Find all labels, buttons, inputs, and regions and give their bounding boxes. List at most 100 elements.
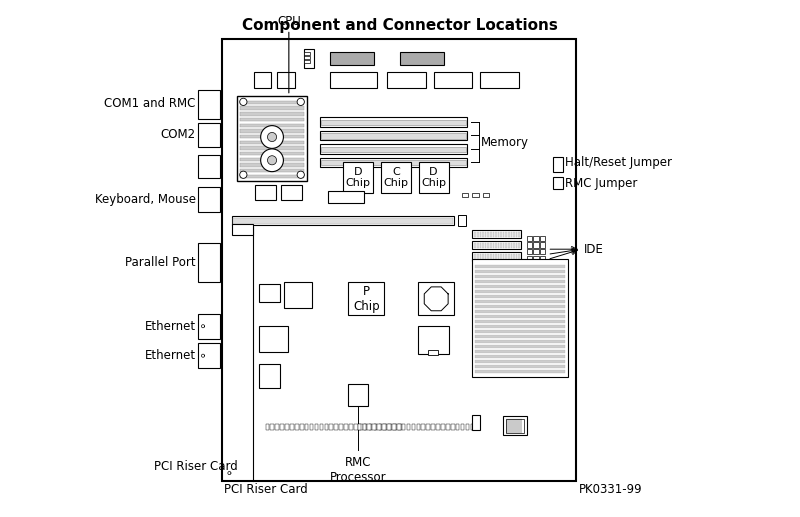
Text: Component and Connector Locations: Component and Connector Locations xyxy=(242,18,558,33)
Bar xyxy=(304,60,310,63)
Bar xyxy=(343,162,373,193)
Bar xyxy=(305,424,309,430)
Bar xyxy=(490,254,491,260)
Bar xyxy=(320,424,323,430)
Bar xyxy=(456,424,459,430)
Bar xyxy=(441,424,445,430)
Bar xyxy=(320,131,467,140)
Bar xyxy=(436,424,440,430)
Bar xyxy=(348,384,368,406)
Text: PCI Riser Card: PCI Riser Card xyxy=(224,483,307,496)
Bar xyxy=(198,123,220,147)
Bar xyxy=(475,320,566,323)
Text: Ethernet: Ethernet xyxy=(145,349,196,362)
Text: PK0331-99: PK0331-99 xyxy=(579,483,643,496)
Circle shape xyxy=(297,98,304,105)
Bar xyxy=(240,158,304,161)
Bar xyxy=(493,232,494,237)
Bar xyxy=(510,232,512,237)
Bar xyxy=(506,419,524,433)
Bar xyxy=(240,112,304,116)
Bar xyxy=(398,424,402,430)
Bar xyxy=(310,424,314,430)
Bar xyxy=(534,256,538,261)
Bar xyxy=(480,243,481,248)
Bar xyxy=(320,158,467,167)
Bar xyxy=(198,343,220,368)
Bar xyxy=(334,424,338,430)
Bar xyxy=(475,305,566,308)
Bar xyxy=(417,424,420,430)
Bar xyxy=(240,152,304,155)
Bar xyxy=(516,232,518,237)
Bar xyxy=(475,310,566,313)
Bar xyxy=(495,254,497,260)
Text: Halt/Reset Jumper: Halt/Reset Jumper xyxy=(566,156,673,169)
Bar xyxy=(540,242,546,248)
Bar xyxy=(198,314,220,339)
Bar xyxy=(475,350,566,353)
Bar xyxy=(477,254,478,260)
Bar xyxy=(475,340,566,343)
Bar xyxy=(461,424,464,430)
Bar xyxy=(490,232,491,237)
Bar xyxy=(474,232,476,237)
Bar xyxy=(354,424,358,430)
Bar xyxy=(466,424,470,430)
Bar xyxy=(240,146,304,150)
Bar xyxy=(426,424,430,430)
Bar xyxy=(472,241,522,249)
Bar xyxy=(233,218,454,224)
Bar xyxy=(330,52,374,65)
Bar xyxy=(472,252,522,261)
Bar xyxy=(280,424,284,430)
Bar xyxy=(434,72,472,88)
Bar xyxy=(475,270,566,272)
Bar xyxy=(330,72,377,88)
Bar xyxy=(322,147,466,152)
Bar xyxy=(304,52,310,55)
Bar xyxy=(374,424,378,430)
Bar xyxy=(397,424,401,430)
Bar xyxy=(477,243,478,248)
Bar xyxy=(240,118,304,121)
Bar xyxy=(518,254,520,260)
Bar xyxy=(255,185,276,200)
Bar xyxy=(278,72,294,88)
Bar xyxy=(281,185,302,200)
Bar xyxy=(540,256,546,261)
Bar xyxy=(475,335,566,338)
Bar xyxy=(526,236,532,241)
Bar xyxy=(474,243,476,248)
Text: IDE: IDE xyxy=(583,242,603,256)
Circle shape xyxy=(240,171,247,178)
Text: Ethernet: Ethernet xyxy=(145,320,196,333)
Bar xyxy=(451,424,454,430)
Bar xyxy=(344,424,348,430)
Bar xyxy=(475,285,566,288)
Bar xyxy=(328,191,364,203)
Bar xyxy=(516,254,518,260)
Bar xyxy=(240,169,304,173)
Text: D
Chip: D Chip xyxy=(346,166,370,188)
Text: COM2: COM2 xyxy=(161,128,196,142)
Bar xyxy=(402,424,406,430)
Bar xyxy=(240,175,304,178)
Text: RMC
Processor: RMC Processor xyxy=(330,456,386,484)
Bar xyxy=(240,141,304,144)
Bar xyxy=(198,90,220,119)
Bar xyxy=(446,424,450,430)
Bar xyxy=(322,120,466,125)
Bar xyxy=(498,232,499,237)
Bar xyxy=(540,249,546,254)
Bar xyxy=(498,254,499,260)
Bar xyxy=(480,72,519,88)
Bar xyxy=(322,133,466,139)
Bar xyxy=(198,187,220,212)
Bar xyxy=(508,243,510,248)
Bar xyxy=(553,157,563,172)
Bar xyxy=(325,424,328,430)
Circle shape xyxy=(240,98,247,105)
Bar xyxy=(482,254,484,260)
Bar xyxy=(392,424,396,430)
